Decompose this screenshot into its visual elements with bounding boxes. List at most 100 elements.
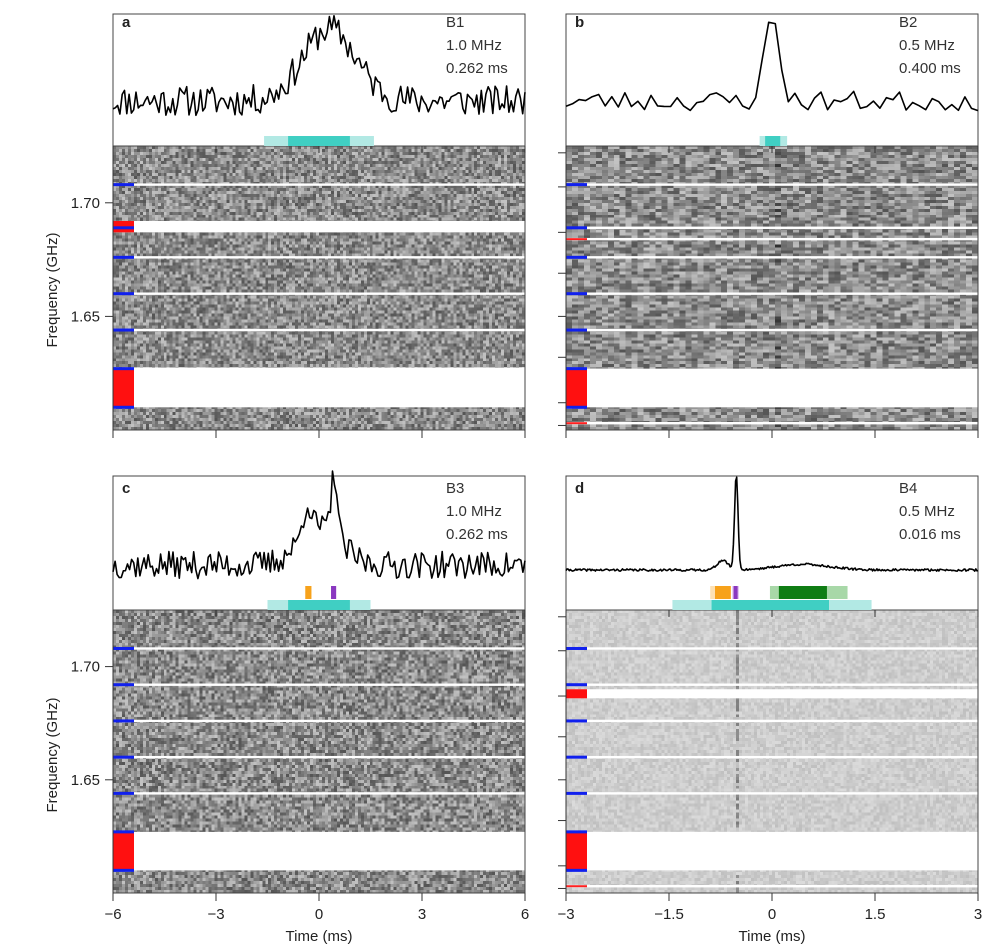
masked-channel [566, 792, 978, 795]
flag-blue-line [566, 830, 587, 834]
x-tick-label: 3 [974, 906, 982, 923]
freq-resolution: 0.5 MHz [899, 37, 955, 54]
x-tick-label: −3 [557, 906, 574, 923]
flag-blue-line [566, 719, 587, 723]
x-axis-label-right: Time (ms) [739, 928, 806, 945]
time-resolution: 0.016 ms [899, 526, 961, 543]
y-tick-label: 1.70 [71, 659, 100, 676]
masked-channel [566, 256, 978, 259]
y-tick-label: 1.70 [71, 195, 100, 212]
panel-letter: d [575, 480, 584, 497]
masked-band [113, 831, 525, 871]
masked-channel [113, 719, 525, 723]
x-tick-label: 0 [315, 906, 323, 923]
freq-resolution: 1.0 MHz [446, 503, 502, 520]
x-tick-label: −1.5 [654, 906, 684, 923]
flag-blue-line [113, 791, 134, 795]
flag-blue-line [113, 255, 134, 259]
masked-channel [113, 755, 525, 759]
masked-channel [566, 719, 978, 723]
flag-red-band [566, 689, 587, 699]
flag-red-band [566, 368, 587, 408]
flag-red-line [566, 885, 587, 888]
flag-red-band [113, 831, 134, 871]
y-axis-label-top: Frequency (GHz) [44, 232, 61, 347]
masked-channel [566, 647, 978, 650]
masked-channel [113, 792, 525, 795]
burst-component-bar [331, 586, 337, 599]
x-tick-label: −6 [104, 906, 121, 923]
panel-b: b B2 0.5 MHz 0.400 ms [558, 13, 979, 438]
flag-blue-line [566, 367, 587, 371]
freq-resolution: 1.0 MHz [446, 37, 502, 54]
flag-blue-line [113, 719, 134, 723]
flag-blue-line [113, 226, 134, 230]
panel-letter: b [575, 14, 584, 31]
masked-channel [566, 328, 978, 332]
flag-blue-line [113, 646, 134, 650]
flag-blue-line [113, 292, 134, 296]
masked-channel [566, 183, 978, 186]
flag-blue-line [566, 328, 587, 332]
flag-red-line [566, 422, 587, 425]
burst-component-bar [288, 600, 350, 610]
masked-band [566, 689, 978, 699]
panel-d: d B4 0.5 MHz 0.016 ms −3 −1.5 0 1.5 3 [557, 475, 982, 923]
pulse-profile-line [565, 21, 979, 112]
masked-band [113, 368, 525, 408]
masked-band [113, 220, 525, 233]
masked-channel [113, 647, 525, 650]
x-tick-label: 0 [768, 906, 776, 923]
x-axis-label-left: Time (ms) [286, 928, 353, 945]
burst-name: B1 [446, 14, 464, 31]
flag-blue-line [566, 183, 587, 187]
masked-channel [566, 885, 978, 888]
x-tick-label: 6 [521, 906, 529, 923]
flag-blue-line [566, 646, 587, 650]
masked-channel [566, 226, 978, 229]
flag-blue-line [566, 226, 587, 230]
x-tick-label: 3 [418, 906, 426, 923]
flag-blue-line [566, 405, 587, 409]
freq-resolution: 0.5 MHz [899, 503, 955, 520]
pulse-profile-line [112, 470, 526, 580]
flag-blue-line [113, 183, 134, 187]
time-resolution: 0.262 ms [446, 526, 508, 543]
burst-component-bar [778, 586, 827, 599]
pulse-profile-line [565, 476, 979, 572]
time-resolution: 0.400 ms [899, 60, 961, 77]
flag-blue-line [566, 255, 587, 259]
pulse-profile-line [112, 15, 526, 117]
masked-channel [113, 328, 525, 332]
burst-component-bar [733, 586, 738, 599]
masked-band [566, 831, 978, 871]
y-axis-label-bottom: Frequency (GHz) [44, 697, 61, 812]
masked-channel [113, 683, 525, 686]
burst-component-bar [715, 586, 731, 599]
y-tick-label: 1.65 [71, 308, 100, 325]
panel-a: a B1 1.0 MHz 0.262 ms 1.65 1.70 [71, 13, 526, 438]
flag-blue-line [113, 367, 134, 371]
burst-component-bar [711, 600, 829, 610]
flag-blue-line [566, 292, 587, 296]
flag-blue-line [113, 830, 134, 834]
burst-component-bar [305, 586, 312, 599]
burst-component-bar [288, 136, 350, 146]
waterfall [566, 146, 978, 430]
masked-channel [566, 237, 978, 241]
masked-channel [566, 421, 978, 425]
flag-blue-line [566, 755, 587, 759]
masked-band [566, 368, 978, 408]
x-tick-label: −3 [207, 906, 224, 923]
flag-blue-line [113, 755, 134, 759]
waterfall [113, 146, 525, 430]
masked-channel [113, 256, 525, 259]
masked-channel [566, 755, 978, 759]
flag-blue-line [113, 683, 134, 687]
flag-red-line [566, 238, 587, 241]
flag-blue-line [113, 868, 134, 872]
masked-channel [566, 292, 978, 295]
panel-c: c B3 1.0 MHz 0.262 ms −6 −3 0 3 6 1.65 1.70 [71, 470, 529, 923]
flag-blue-line [566, 868, 587, 872]
